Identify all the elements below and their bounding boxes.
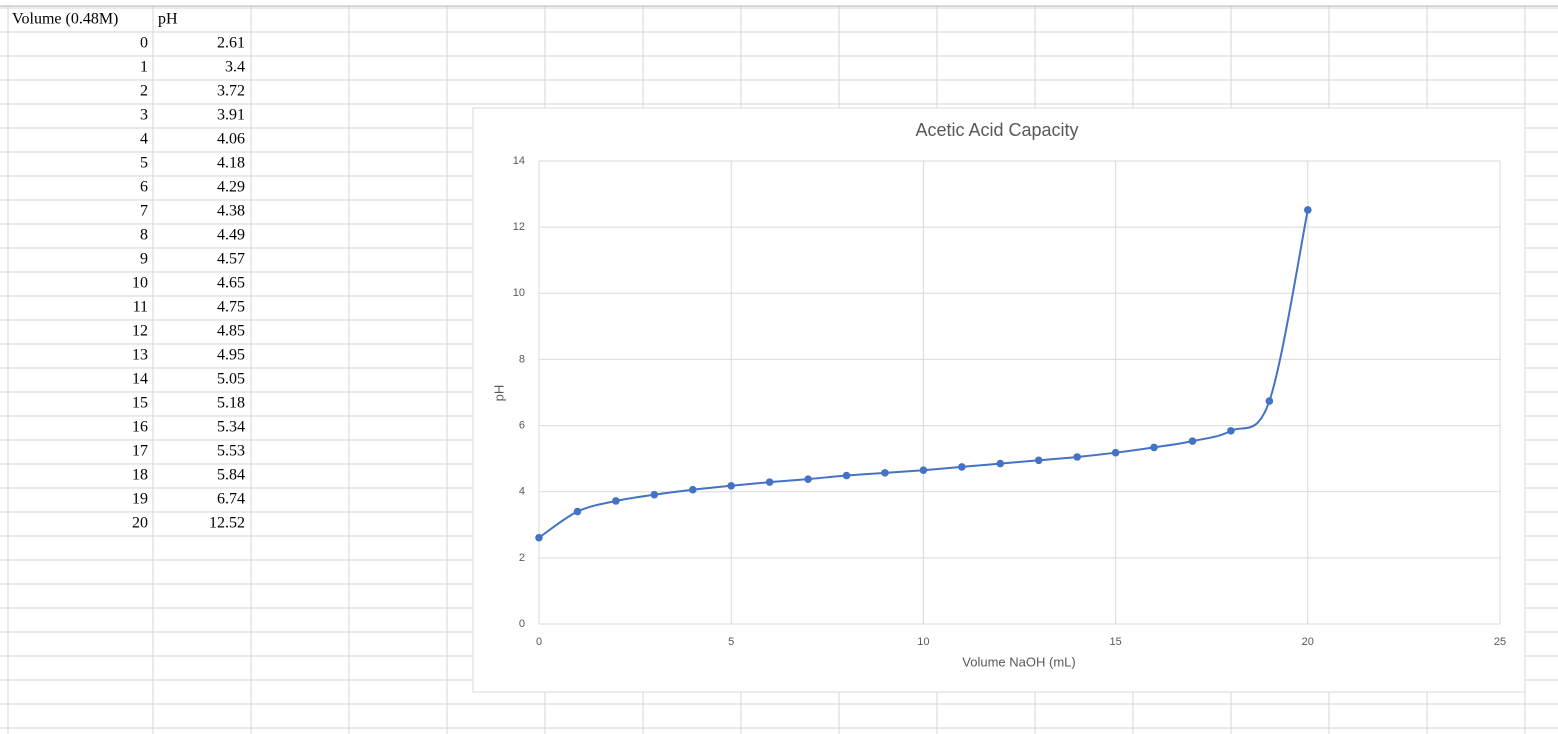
- y-tick-label: 14: [513, 155, 525, 167]
- cell[interactable]: 5.34: [217, 419, 245, 436]
- y-tick-label: 2: [519, 552, 525, 564]
- cell[interactable]: 5: [140, 155, 148, 172]
- cell[interactable]: 4: [140, 131, 148, 148]
- x-tick-label: 25: [1494, 636, 1506, 648]
- chart-area[interactable]: [472, 107, 1526, 693]
- cell[interactable]: 16: [132, 419, 148, 436]
- data-point: [881, 469, 889, 477]
- data-point: [650, 490, 659, 499]
- cell[interactable]: 4.95: [217, 347, 245, 364]
- data-point: [1188, 437, 1197, 445]
- cell[interactable]: 8: [140, 227, 148, 244]
- data-point: [535, 533, 543, 542]
- cell[interactable]: 4.06: [217, 131, 245, 148]
- data-point: [1034, 456, 1043, 465]
- data-point: [727, 481, 735, 490]
- data-point: [1073, 453, 1081, 461]
- cell[interactable]: 5.18: [217, 395, 245, 412]
- cell[interactable]: 20: [132, 515, 148, 532]
- cell[interactable]: 4.75: [217, 299, 245, 316]
- cell[interactable]: 3: [140, 107, 148, 124]
- x-tick-label: 15: [1109, 636, 1121, 648]
- cell[interactable]: 1: [140, 59, 148, 76]
- x-tick-label: 0: [536, 636, 542, 648]
- data-point: [765, 478, 774, 486]
- cell[interactable]: 15: [132, 395, 148, 412]
- cell[interactable]: 13: [132, 347, 148, 364]
- x-tick-label: 20: [1302, 636, 1314, 648]
- data-point: [919, 466, 928, 475]
- cell[interactable]: 11: [133, 299, 148, 316]
- cell[interactable]: 2.61: [217, 35, 245, 52]
- cell[interactable]: 14: [132, 371, 148, 388]
- cell[interactable]: 6: [140, 179, 148, 196]
- cell[interactable]: 10: [132, 275, 148, 292]
- cell[interactable]: 4.57: [217, 251, 245, 268]
- cell[interactable]: 4.85: [217, 323, 245, 340]
- y-tick-label: 0: [519, 618, 525, 630]
- data-point: [996, 459, 1005, 468]
- data-point: [1111, 448, 1120, 457]
- data-point: [958, 463, 966, 471]
- cell[interactable]: 12: [132, 323, 148, 340]
- cell[interactable]: 4.49: [217, 227, 245, 244]
- data-point: [573, 507, 582, 516]
- data-point: [804, 475, 812, 483]
- cell[interactable]: 4.29: [217, 179, 245, 196]
- cell[interactable]: 5.84: [217, 467, 245, 484]
- cell[interactable]: 5.53: [217, 443, 245, 460]
- data-point: [1227, 427, 1235, 435]
- data-point: [1150, 443, 1158, 452]
- cell[interactable]: 4.38: [217, 203, 245, 220]
- cell[interactable]: 2: [140, 83, 148, 100]
- data-point: [842, 471, 851, 480]
- cell[interactable]: 0: [140, 35, 148, 52]
- y-tick-label: 12: [513, 221, 525, 233]
- data-point: [688, 485, 697, 494]
- x-tick-label: 5: [728, 636, 734, 648]
- y-tick-label: 6: [519, 419, 525, 431]
- cell[interactable]: 12.52: [209, 515, 245, 532]
- data-point: [1265, 397, 1274, 405]
- cell[interactable]: 3.4: [225, 59, 245, 76]
- x-axis-label: Volume NaOH (mL): [962, 654, 1075, 669]
- data-point: [612, 497, 620, 505]
- cell[interactable]: 4.18: [217, 155, 245, 172]
- cell[interactable]: 3.72: [217, 83, 245, 100]
- cell[interactable]: 17: [132, 443, 148, 460]
- chart-title: Acetic Acid Capacity: [915, 120, 1078, 140]
- cell[interactable]: 5.05: [217, 371, 245, 388]
- cell[interactable]: 7: [140, 203, 148, 220]
- header-cell[interactable]: pH: [158, 11, 178, 28]
- cell[interactable]: 3.91: [217, 107, 245, 124]
- y-tick-label: 8: [519, 353, 525, 365]
- x-tick-label: 10: [917, 636, 929, 648]
- series-line: [538, 209, 1309, 539]
- y-axis-label: pH: [491, 385, 506, 402]
- cell[interactable]: 18: [132, 467, 148, 484]
- cell[interactable]: 4.65: [217, 275, 245, 292]
- y-tick-label: 4: [519, 486, 525, 498]
- cell[interactable]: 9: [140, 251, 148, 268]
- data-point: [1304, 206, 1312, 214]
- y-tick-label: 10: [513, 287, 525, 299]
- cell[interactable]: 6.74: [217, 491, 245, 508]
- cell[interactable]: 19: [132, 491, 148, 508]
- header-cell[interactable]: Volume (0.48M): [12, 11, 118, 28]
